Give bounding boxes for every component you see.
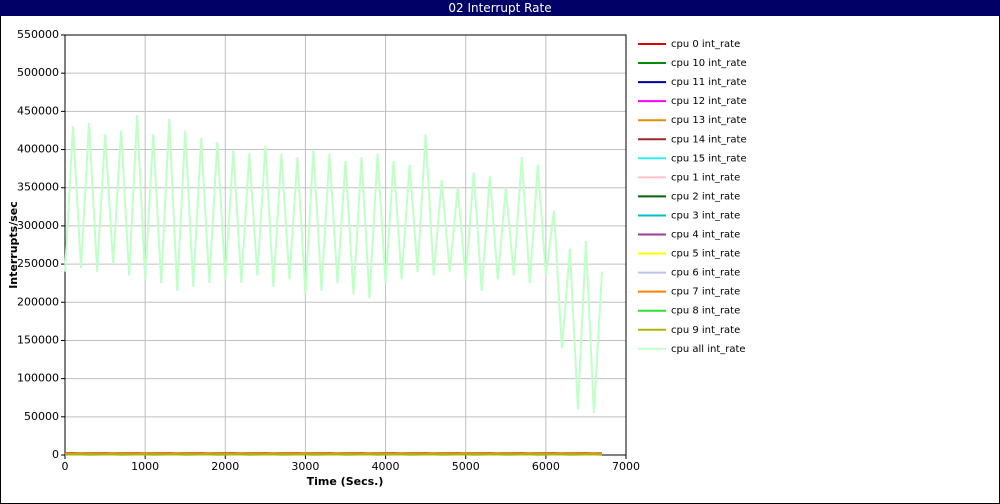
x-tick-label: 6000 — [532, 460, 560, 473]
series-line — [64, 115, 603, 414]
legend-label: cpu 4 int_rate — [671, 230, 740, 241]
legend-label: cpu 11 int_rate — [671, 77, 747, 88]
legend-label: cpu 14 int_rate — [671, 134, 747, 145]
y-tick-label: 50000 — [24, 410, 59, 423]
legend-label: cpu 9 int_rate — [671, 325, 740, 336]
y-tick-label: 250000 — [17, 257, 59, 270]
y-axis-label: Interrupts/sec — [7, 201, 20, 289]
y-tick-label: 0 — [52, 448, 59, 461]
x-tick-label: 7000 — [612, 460, 640, 473]
y-tick-label: 550000 — [17, 28, 59, 41]
plot-area — [65, 35, 626, 455]
legend-label: cpu 15 int_rate — [671, 153, 747, 164]
y-tick-label: 100000 — [17, 372, 59, 385]
y-tick-label: 450000 — [17, 104, 59, 117]
x-axis-label: Time (Secs.) — [307, 475, 384, 488]
x-tick-label: 4000 — [372, 460, 400, 473]
x-tick-label: 0 — [62, 460, 69, 473]
legend-label: cpu 10 int_rate — [671, 58, 747, 69]
y-tick-label: 300000 — [17, 219, 59, 232]
legend-label: cpu 13 int_rate — [671, 115, 747, 126]
x-tick-label: 2000 — [211, 460, 239, 473]
legend-label: cpu all int_rate — [671, 344, 746, 355]
y-tick-label: 400000 — [17, 143, 59, 156]
legend-label: cpu 6 int_rate — [671, 268, 740, 279]
x-tick-label: 3000 — [291, 460, 319, 473]
chart-title: 02 Interrupt Rate — [448, 1, 551, 15]
legend-label: cpu 3 int_rate — [671, 210, 740, 221]
legend-label: cpu 12 int_rate — [671, 96, 747, 107]
title-bar — [0, 0, 1000, 16]
legend-label: cpu 2 int_rate — [671, 191, 740, 202]
legend-label: cpu 7 int_rate — [671, 287, 740, 298]
legend-label: cpu 5 int_rate — [671, 249, 740, 260]
legend-label: cpu 0 int_rate — [671, 39, 740, 50]
y-tick-label: 150000 — [17, 333, 59, 346]
y-tick-label: 500000 — [17, 66, 59, 79]
legend-label: cpu 8 int_rate — [671, 306, 740, 317]
x-tick-label: 5000 — [452, 460, 480, 473]
legend-label: cpu 1 int_rate — [671, 172, 740, 183]
y-tick-label: 200000 — [17, 295, 59, 308]
y-tick-label: 350000 — [17, 181, 59, 194]
x-tick-label: 1000 — [131, 460, 159, 473]
